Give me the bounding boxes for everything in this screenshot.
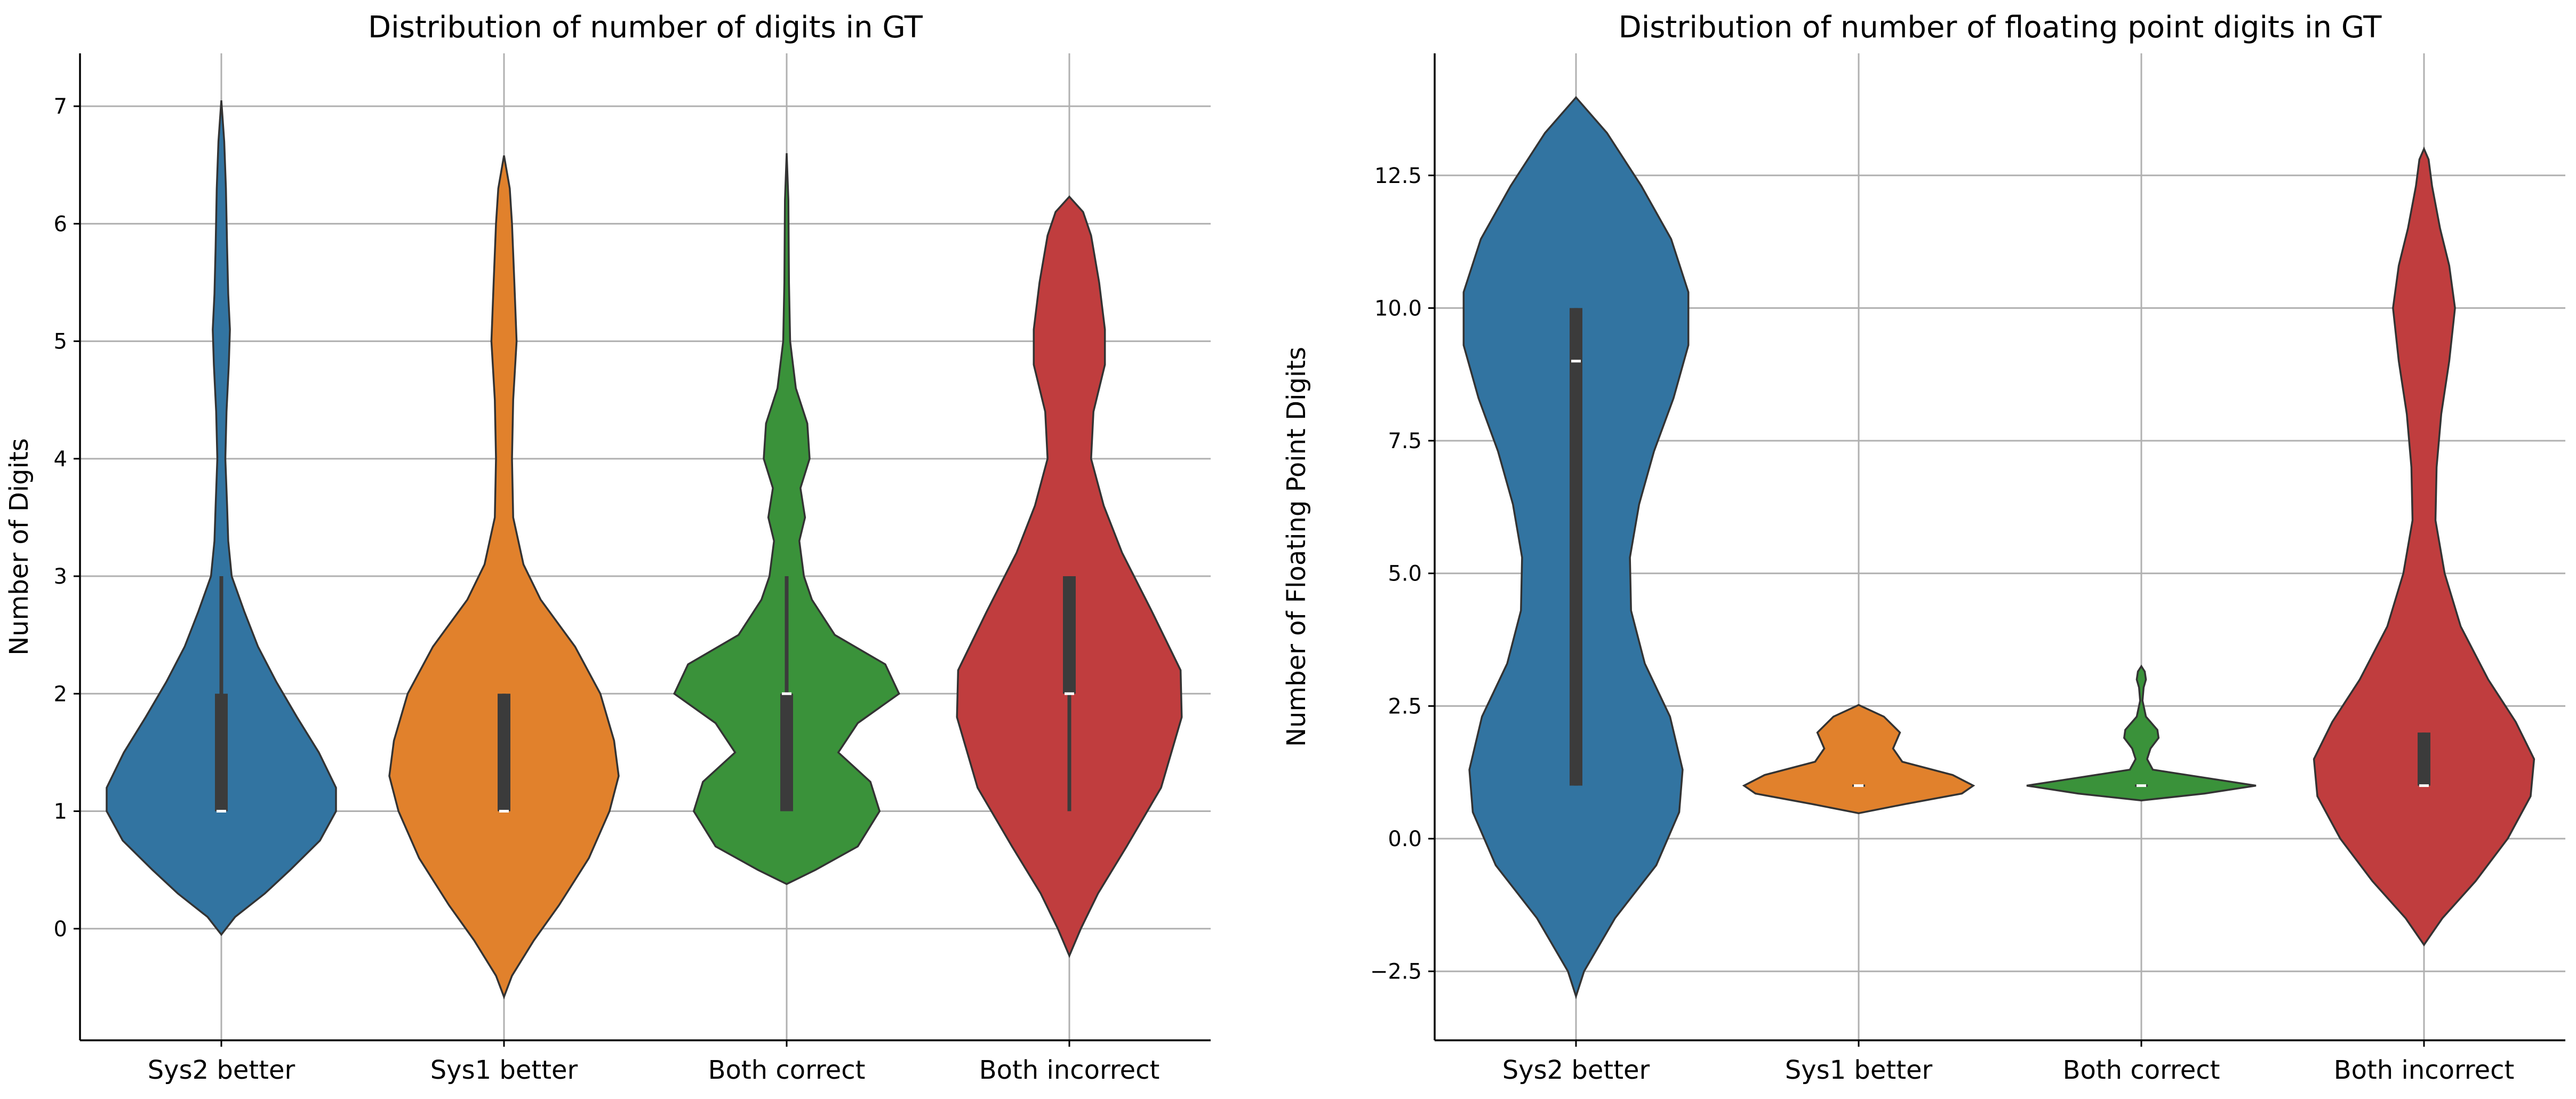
y-tick-label: 7 (54, 94, 67, 119)
y-tick-label: 5 (54, 330, 67, 354)
y-tick-label: 1 (54, 800, 67, 824)
iqr-box-both-correct (780, 694, 793, 811)
y-axis-label: Number of Digits (4, 438, 34, 656)
x-tick-label-both-correct: Both correct (708, 1055, 866, 1085)
chart-title: Distribution of number of floating point… (1619, 10, 2382, 45)
violin-both-incorrect (2313, 146, 2535, 947)
y-tick-label: 2.5 (1388, 694, 1422, 719)
x-tick-label-sys1-better: Sys1 better (1785, 1055, 1933, 1085)
y-axis-label: Number of Floating Point Digits (1282, 347, 1311, 747)
y-tick-label: −2.5 (1370, 960, 1422, 984)
violin-sys2-better (106, 100, 337, 936)
iqr-box-sys2-better (215, 694, 228, 811)
y-tick-label: 6 (54, 212, 67, 236)
violin-both-correct (673, 153, 900, 886)
y-tick-label: 5.0 (1388, 562, 1422, 586)
x-tick-label-both-incorrect: Both incorrect (979, 1055, 1160, 1085)
y-tick-label: 4 (54, 447, 67, 472)
x-tick-label-sys1-better: Sys1 better (430, 1055, 578, 1085)
x-tick-label-sys2-better: Sys2 better (148, 1055, 295, 1085)
x-tick-label-sys2-better: Sys2 better (1502, 1055, 1650, 1085)
y-tick-label: 2 (54, 682, 67, 706)
y-tick-label: 12.5 (1374, 164, 1422, 188)
y-tick-label: 10.0 (1374, 296, 1422, 321)
iqr-box-sys2-better (1570, 308, 1582, 786)
y-tick-label: 0 (54, 917, 67, 942)
iqr-box-sys1-better (498, 694, 510, 811)
violin-sys1-better (1742, 704, 1975, 815)
violin-sys1-better (388, 155, 620, 1000)
y-tick-label: 7.5 (1388, 429, 1422, 453)
violin-both-correct (2026, 664, 2257, 802)
iqr-box-both-incorrect (1063, 576, 1076, 694)
x-tick-label-both-correct: Both correct (2063, 1055, 2220, 1085)
violin-both-incorrect (956, 195, 1183, 958)
y-tick-label: 3 (54, 564, 67, 589)
y-tick-label: 0.0 (1388, 827, 1422, 851)
iqr-box-both-incorrect (2418, 732, 2430, 786)
chart-title: Distribution of number of digits in GT (368, 10, 923, 45)
chart-panel-floating-point-digits: −2.5 0.0 2.5 5.0 7.5 10.0 12.5 Sys2 better Sys1 … (1282, 10, 2565, 1085)
x-tick-label-both-incorrect: Both incorrect (2334, 1055, 2515, 1085)
chart-panel-digits: 0 1 2 3 4 5 6 7 Sys2 better Sys1 better Both corre… (4, 10, 1211, 1085)
